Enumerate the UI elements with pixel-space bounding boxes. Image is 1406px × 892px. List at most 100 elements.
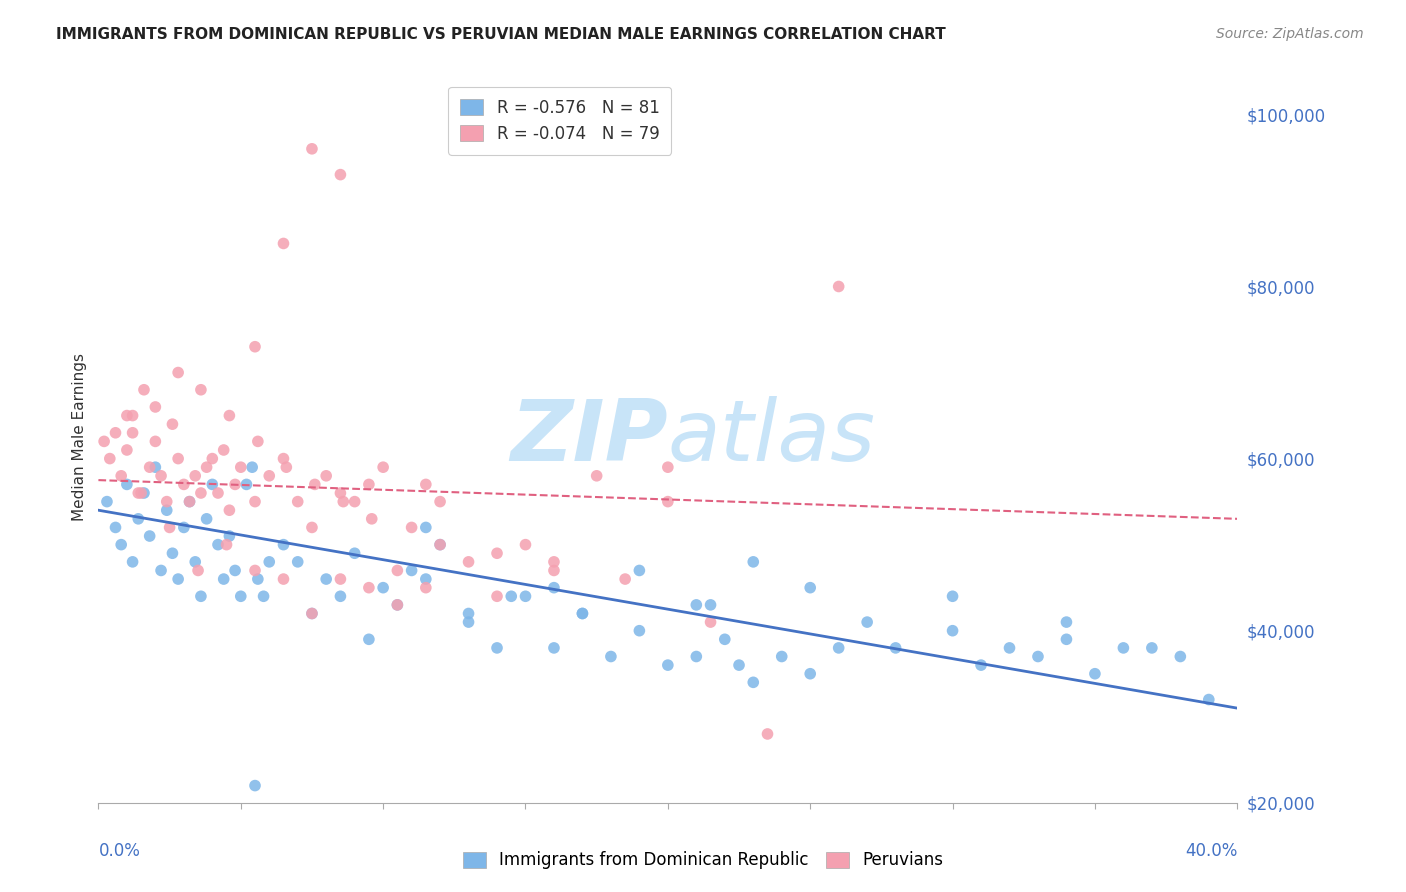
Point bbox=[315, 572, 337, 586]
Point bbox=[207, 486, 229, 500]
Point bbox=[884, 640, 907, 655]
Point bbox=[429, 538, 451, 552]
Point bbox=[685, 649, 707, 664]
Point bbox=[127, 512, 149, 526]
Point bbox=[942, 624, 965, 638]
Point bbox=[187, 564, 209, 578]
Point bbox=[212, 442, 235, 457]
Text: atlas: atlas bbox=[668, 395, 876, 479]
Point bbox=[159, 520, 181, 534]
Point bbox=[657, 460, 679, 475]
Point bbox=[742, 675, 765, 690]
Point bbox=[96, 494, 118, 508]
Point bbox=[742, 555, 765, 569]
Point bbox=[156, 503, 179, 517]
Y-axis label: Median Male Earnings: Median Male Earnings bbox=[72, 353, 87, 521]
Point bbox=[201, 477, 224, 491]
Point bbox=[252, 589, 274, 603]
Point bbox=[543, 581, 565, 595]
Text: 0.0%: 0.0% bbox=[98, 842, 141, 860]
Point bbox=[243, 564, 266, 578]
Point bbox=[1112, 640, 1135, 655]
Point bbox=[162, 417, 184, 432]
Text: Source: ZipAtlas.com: Source: ZipAtlas.com bbox=[1216, 27, 1364, 41]
Point bbox=[273, 451, 295, 466]
Point bbox=[343, 546, 366, 560]
Point bbox=[167, 451, 190, 466]
Point bbox=[699, 598, 721, 612]
Point bbox=[756, 727, 779, 741]
Point bbox=[229, 589, 252, 603]
Point bbox=[1026, 649, 1049, 664]
Point bbox=[212, 572, 235, 586]
Point bbox=[828, 279, 851, 293]
Point bbox=[828, 640, 851, 655]
Point bbox=[215, 538, 238, 552]
Point bbox=[93, 434, 115, 449]
Point bbox=[190, 486, 212, 500]
Point bbox=[132, 486, 155, 500]
Point bbox=[98, 451, 121, 466]
Point bbox=[415, 581, 437, 595]
Point bbox=[287, 555, 309, 569]
Point bbox=[373, 460, 395, 475]
Point bbox=[235, 477, 257, 491]
Point bbox=[190, 589, 212, 603]
Point bbox=[332, 494, 354, 508]
Point bbox=[259, 468, 281, 483]
Point bbox=[121, 409, 143, 423]
Point bbox=[132, 383, 155, 397]
Point bbox=[501, 589, 523, 603]
Point bbox=[657, 658, 679, 673]
Point bbox=[415, 572, 437, 586]
Point bbox=[614, 572, 637, 586]
Point bbox=[195, 460, 218, 475]
Point bbox=[360, 512, 382, 526]
Point bbox=[218, 409, 240, 423]
Point bbox=[121, 555, 143, 569]
Point bbox=[287, 494, 309, 508]
Point bbox=[273, 572, 295, 586]
Text: ZIP: ZIP bbox=[510, 395, 668, 479]
Text: 40.0%: 40.0% bbox=[1185, 842, 1237, 860]
Point bbox=[115, 477, 138, 491]
Point bbox=[138, 529, 160, 543]
Point bbox=[145, 434, 167, 449]
Point bbox=[229, 460, 252, 475]
Point bbox=[600, 649, 623, 664]
Point bbox=[799, 581, 821, 595]
Point bbox=[138, 460, 160, 475]
Point bbox=[167, 366, 190, 380]
Point bbox=[770, 649, 793, 664]
Point bbox=[515, 538, 537, 552]
Point bbox=[243, 779, 266, 793]
Text: IMMIGRANTS FROM DOMINICAN REPUBLIC VS PERUVIAN MEDIAN MALE EARNINGS CORRELATION : IMMIGRANTS FROM DOMINICAN REPUBLIC VS PE… bbox=[56, 27, 946, 42]
Point bbox=[110, 538, 132, 552]
Point bbox=[699, 615, 721, 629]
Point bbox=[415, 520, 437, 534]
Point bbox=[201, 451, 224, 466]
Point bbox=[543, 555, 565, 569]
Point bbox=[486, 589, 509, 603]
Point bbox=[329, 168, 352, 182]
Point bbox=[799, 666, 821, 681]
Point bbox=[1056, 632, 1078, 647]
Point bbox=[259, 555, 281, 569]
Point bbox=[301, 607, 323, 621]
Point bbox=[246, 434, 269, 449]
Point bbox=[195, 512, 218, 526]
Point bbox=[315, 468, 337, 483]
Point bbox=[628, 564, 651, 578]
Point bbox=[486, 546, 509, 560]
Point bbox=[329, 572, 352, 586]
Point bbox=[150, 468, 173, 483]
Point bbox=[357, 632, 380, 647]
Point bbox=[207, 538, 229, 552]
Point bbox=[110, 468, 132, 483]
Point bbox=[401, 564, 423, 578]
Point bbox=[145, 400, 167, 414]
Point bbox=[184, 555, 207, 569]
Point bbox=[224, 564, 246, 578]
Point bbox=[429, 494, 451, 508]
Point bbox=[387, 598, 409, 612]
